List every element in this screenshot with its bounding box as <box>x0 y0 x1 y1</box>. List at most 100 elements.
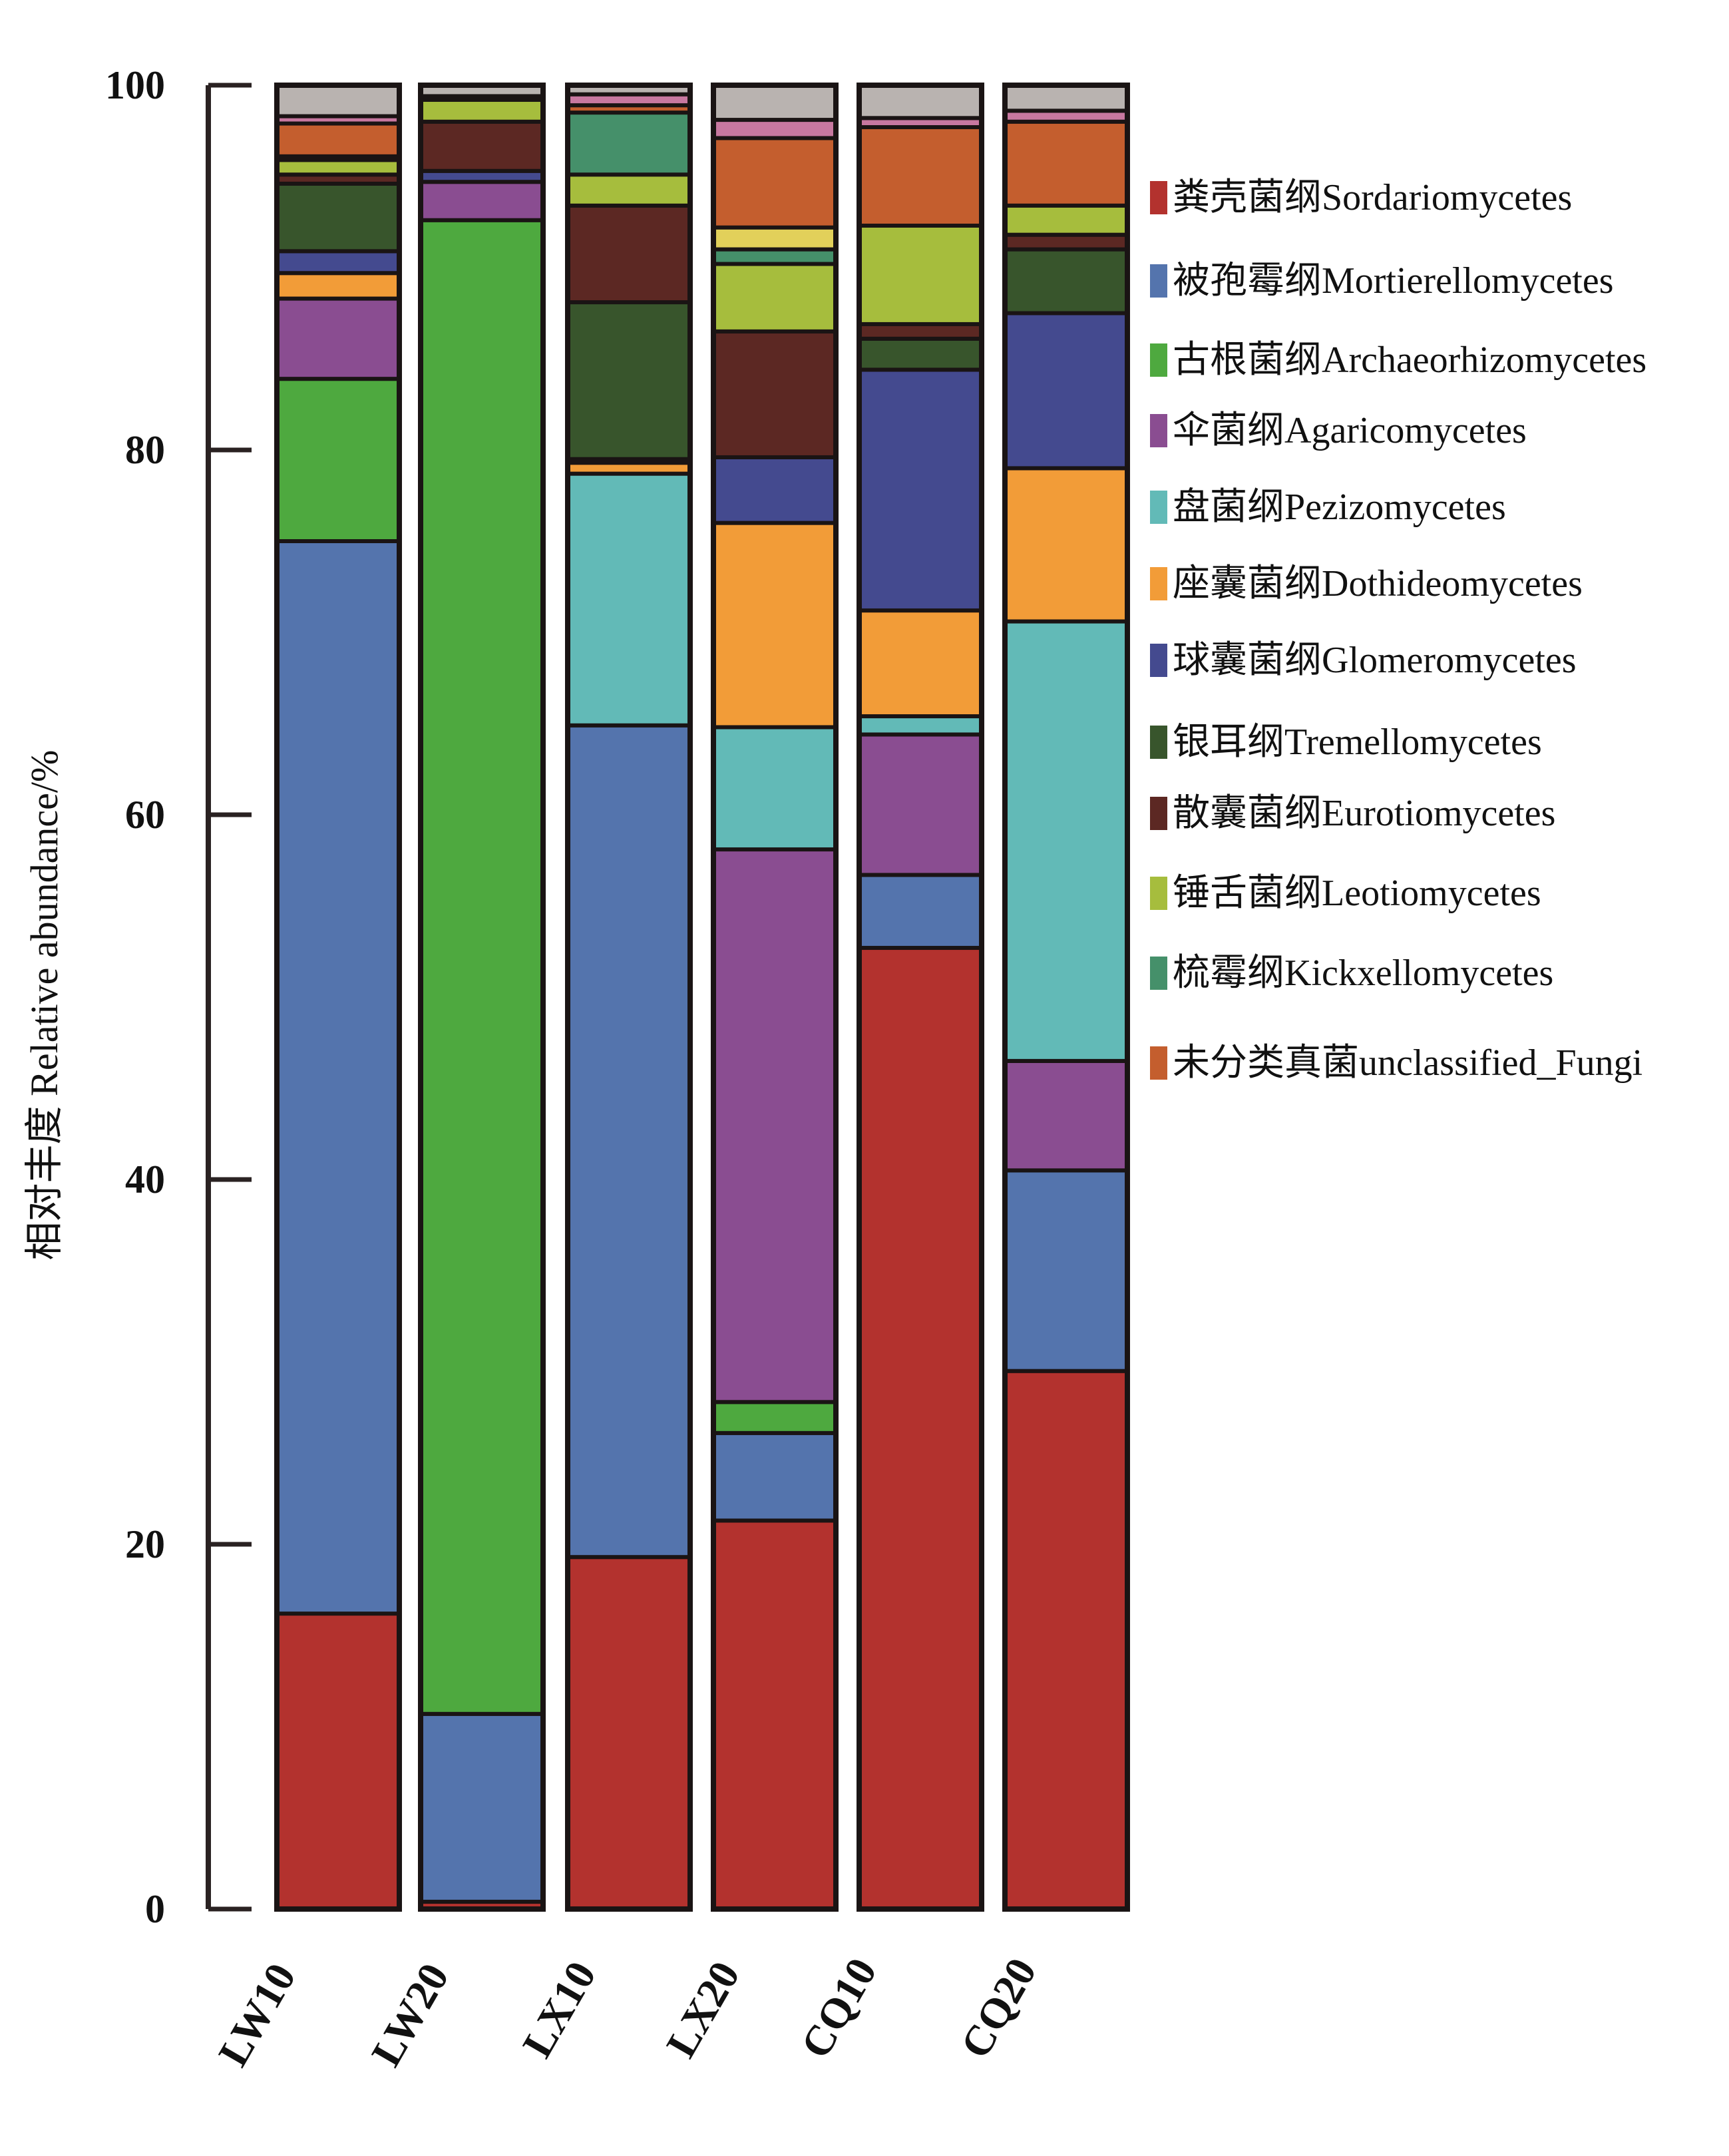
bar-segment <box>275 539 401 1616</box>
bar-segment <box>857 873 984 951</box>
bar-segment <box>275 158 401 177</box>
bar-segment <box>566 1555 692 1911</box>
bar-segment <box>275 181 401 254</box>
bar-segment <box>419 97 545 124</box>
x-tick-label: CQ10 <box>791 1950 885 2066</box>
legend-label: 被孢霉纲Mortierellomycetes <box>1173 260 1614 302</box>
bar-outline <box>274 83 402 1912</box>
x-tick-label: CQ20 <box>951 1950 1045 2066</box>
legend-swatch <box>1150 181 1167 214</box>
legend-item: 锤舌菌纲Leotiomycetes <box>1150 870 1541 917</box>
legend-label: 粪壳菌纲Sordariomycetes <box>1173 177 1573 218</box>
y-tick-label: 80 <box>125 428 165 472</box>
bar-segment <box>275 83 401 118</box>
legend-swatch <box>1150 343 1167 377</box>
bar-segment <box>275 377 401 544</box>
x-tick-label: LW10 <box>209 1955 305 2073</box>
bar-segment <box>857 367 984 613</box>
x-tick-label: LW20 <box>362 1955 458 2073</box>
bar-segment <box>711 521 838 730</box>
bar-segment <box>1003 311 1129 471</box>
bar-segment <box>419 1711 545 1904</box>
legend-item: 梳霉纲Kickxellomycetes <box>1150 950 1553 996</box>
bar-stack-cq10 <box>857 83 984 1912</box>
legend-swatch <box>1150 726 1167 759</box>
y-ticks: 0 20 40 60 80 100 <box>105 63 252 1931</box>
bar-stack-cq20 <box>1002 83 1130 1912</box>
bar-segment <box>711 455 838 525</box>
bar-segment <box>566 723 692 1560</box>
legend-label: 座囊菌纲Dothideomycetes <box>1173 563 1583 604</box>
bar-segment <box>566 300 692 461</box>
legend-label: 未分类真菌unclassified_Fungi <box>1173 1042 1643 1084</box>
legend-label: 散囊菌纲Eurotiomycetes <box>1173 793 1556 834</box>
y-tick-label: 0 <box>145 1887 165 1931</box>
legend-item: 盘菌纲Pezizomycetes <box>1150 484 1506 531</box>
bar-segment <box>275 271 401 301</box>
y-tick-label: 60 <box>125 793 165 837</box>
bar-segment <box>566 110 692 177</box>
x-tick-label: LX10 <box>513 1954 605 2065</box>
legend-label: 球囊菌纲Glomeromycetes <box>1173 640 1577 681</box>
bar-segment <box>857 322 984 341</box>
bar-segment <box>566 471 692 728</box>
bar-stack-lx10 <box>565 83 693 1912</box>
bar-segment <box>1003 232 1129 252</box>
bar-segment <box>711 1430 838 1523</box>
legend-label: 盘菌纲Pezizomycetes <box>1173 487 1506 528</box>
bar-segment <box>711 83 838 122</box>
legend-swatch <box>1150 567 1167 600</box>
bar-segment <box>711 847 838 1404</box>
bar-segment <box>711 225 838 252</box>
bar-segment <box>275 296 401 381</box>
bars <box>274 83 1130 1912</box>
y-axis-label: 相对丰度 Relative abundance/% <box>23 750 66 1261</box>
legend-swatch <box>1150 957 1167 990</box>
bar-segment <box>1003 466 1129 624</box>
legend-item: 被孢霉纲Mortierellomycetes <box>1150 258 1614 304</box>
bar-outline <box>711 83 839 1912</box>
bar-segment <box>857 125 984 228</box>
legend-item: 银耳纲Tremellomycetes <box>1150 719 1542 765</box>
legend-swatch <box>1150 414 1167 447</box>
y-axis: 0 20 40 60 80 100 <box>105 63 252 1931</box>
bar-segment <box>857 223 984 326</box>
x-tick-labels: LW10 LW20 LX10 LX20 CQ10 CQ20 <box>209 1950 1046 2074</box>
legend-swatch <box>1150 644 1167 677</box>
bar-outline <box>565 83 693 1912</box>
bar-segment <box>1003 119 1129 208</box>
bar-segment <box>857 946 984 1911</box>
bar-stack-lw10 <box>274 83 402 1912</box>
bar-segment <box>857 336 984 372</box>
bar-segment <box>419 119 545 173</box>
bar-segment <box>1003 1168 1129 1373</box>
legend-swatch <box>1150 491 1167 524</box>
legend-item: 球囊菌纲Glomeromycetes <box>1150 637 1577 684</box>
bar-segment <box>1003 247 1129 316</box>
bar-segment <box>566 203 692 305</box>
bar-segment <box>711 1518 838 1911</box>
bar-segment <box>1003 619 1129 1063</box>
bar-segment <box>566 172 692 208</box>
legend-swatch <box>1150 797 1167 830</box>
bar-segment <box>419 180 545 222</box>
legend-item: 座囊菌纲Dothideomycetes <box>1150 560 1583 607</box>
legend-label: 伞菌纲Agaricomycetes <box>1173 410 1527 451</box>
bar-segment <box>711 725 838 852</box>
y-tick-label: 100 <box>105 63 165 107</box>
x-tick-label: LX20 <box>657 1954 749 2065</box>
legend-label: 银耳纲Tremellomycetes <box>1173 722 1542 763</box>
bar-segment <box>1003 203 1129 237</box>
bar-segment <box>711 1400 838 1435</box>
bar-segment <box>275 1612 401 1912</box>
bar-segment <box>711 247 838 266</box>
bar-segment <box>711 329 838 459</box>
bar-segment <box>711 136 838 230</box>
legend-swatch <box>1150 877 1167 910</box>
legend-item: 粪壳菌纲Sordariomycetes <box>1150 174 1572 221</box>
bar-stack-lx20 <box>711 83 839 1912</box>
bar-segment <box>711 118 838 140</box>
bar-segment <box>1003 1369 1129 1911</box>
legend-item: 散囊菌纲Eurotiomycetes <box>1150 790 1555 837</box>
